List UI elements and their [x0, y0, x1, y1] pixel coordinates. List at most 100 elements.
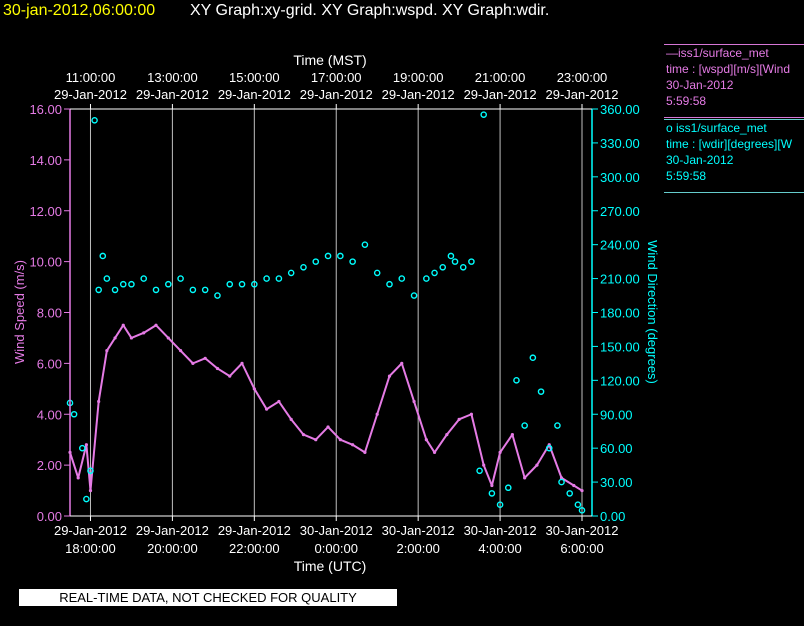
wdir-point-17	[201, 286, 209, 294]
wdir-point-55	[574, 501, 582, 508]
wspd-segment-9	[131, 331, 145, 339]
right-tick-label-5: 150.00	[600, 339, 640, 354]
wspd-point-15	[215, 366, 220, 371]
wspd-segment-4	[89, 401, 100, 491]
wspd-point-5	[105, 349, 109, 353]
bottom-tick-date-5: 30-Jan-2012	[464, 523, 537, 538]
wspd-segment-12	[167, 337, 182, 352]
bottom-tick-time-3: 0:00:00	[315, 541, 358, 556]
bottom-tick-time-0: 18:00:00	[65, 541, 116, 556]
wdir-point-11	[128, 280, 135, 288]
left-tick-label-1: 2.00	[37, 458, 62, 473]
wdir-point-13	[152, 286, 160, 294]
wspd-point-34	[445, 433, 449, 437]
left-tick-label-3: 6.00	[37, 356, 62, 371]
wspd-segment-5	[97, 350, 108, 402]
bottom-tick-date-0: 29-Jan-2012	[54, 523, 127, 538]
legend-wdir: o iss1/surface_met time : [wdir][degrees…	[664, 119, 804, 193]
left-tick-label-4: 8.00	[37, 306, 62, 321]
wdir-point-46	[504, 484, 512, 492]
wspd-segment-31	[400, 363, 416, 402]
wspd-point-1	[76, 476, 80, 480]
wspd-point-22	[301, 433, 306, 437]
wdir-point-28	[337, 252, 344, 260]
header-datetime: 30-jan-2012,06:00:00	[3, 2, 156, 19]
wspd-segment-3	[85, 444, 92, 491]
wspd-segment-17	[229, 362, 243, 377]
wspd-segment-35	[446, 418, 460, 436]
wspd-point-4	[97, 399, 101, 404]
wspd-segment-11	[155, 324, 170, 339]
wdir-point-14	[165, 280, 172, 288]
wspd-point-16	[228, 374, 232, 378]
wspd-point-36	[469, 412, 474, 416]
wdir-point-2	[78, 444, 86, 452]
left-tick-label-5: 10.00	[29, 255, 62, 270]
top-tick-date-4: 29-Jan-2012	[382, 87, 455, 102]
wdir-point-6	[95, 286, 102, 294]
top-tick-time-0: 11:00:00	[66, 70, 116, 85]
top-tick-date-1: 29-Jan-2012	[136, 87, 209, 102]
wdir-point-34	[410, 292, 418, 299]
legend-wdir-line1: o iss1/surface_met	[666, 121, 767, 135]
wdir-point-52	[554, 422, 561, 429]
legend-wspd-line4: 5:59:58	[666, 94, 707, 108]
wspd-point-25	[338, 438, 342, 442]
bottom-axis-title: Time (UTC)	[294, 558, 367, 574]
wdir-point-26	[312, 258, 320, 265]
axes: 0.00 2.00 4.00 6.00 8.00 10.00 12.00 14.00 16.00…	[29, 70, 639, 556]
top-tick-time-4: 19:00:00	[393, 70, 444, 85]
top-axis-title: Time (MST)	[293, 52, 366, 68]
wspd-segment-15	[204, 357, 219, 370]
wspd-point-30	[400, 361, 404, 365]
bottom-tick-date-2: 29-Jan-2012	[218, 523, 291, 538]
wdir-point-39	[451, 258, 459, 265]
wspd-point-23	[314, 438, 318, 442]
bottom-tick-time-4: 2:00:00	[396, 541, 439, 556]
wspd-point-26	[351, 443, 355, 447]
wspd-segment-13	[179, 349, 194, 365]
right-tick-label-7: 210.00	[600, 272, 640, 287]
wdir-point-23	[275, 275, 283, 282]
wdir-point-31	[373, 269, 381, 277]
wspd-segment-46	[573, 484, 583, 492]
bottom-tick-date-3: 30-Jan-2012	[300, 523, 373, 538]
bottom-tick-time-5: 4:00:00	[478, 541, 521, 556]
wspd-point-32	[424, 438, 428, 442]
wdir-point-37	[439, 263, 447, 271]
wspd-segment-10	[143, 324, 157, 334]
wdir-point-4	[87, 467, 94, 475]
wspd-segment-25	[327, 426, 342, 441]
wdir-point-19	[226, 280, 234, 288]
wspd-point-14	[203, 356, 207, 360]
wdir-point-12	[140, 275, 148, 282]
left-tick-label-2: 4.00	[37, 407, 62, 422]
legend-wdir-line2: time : [wdir][degrees][W	[666, 137, 793, 151]
top-tick-date-2: 29-Jan-2012	[218, 87, 291, 102]
legend-wdir-line3: 30-Jan-2012	[666, 153, 734, 167]
wdir-point-29	[349, 258, 356, 265]
wdir-point-7	[99, 252, 107, 260]
left-tick-label-6: 12.00	[29, 204, 62, 219]
wspd-point-8	[129, 336, 134, 340]
wspd-point-35	[457, 417, 461, 421]
wdir-point-47	[513, 377, 520, 384]
wspd-point-10	[154, 323, 158, 327]
wspd-point-38	[490, 483, 494, 488]
wspd-point-37	[482, 463, 486, 467]
legend-wdir-line4: 5:59:58	[666, 169, 707, 183]
wspd-point-9	[142, 331, 146, 335]
legend-wspd-line3: 30-Jan-2012	[666, 78, 734, 92]
wdir-point-38	[447, 252, 455, 260]
wdir-point-48	[521, 422, 528, 429]
wdir-point-50	[537, 388, 545, 395]
wspd-point-31	[412, 399, 416, 404]
wspd-segment-34	[433, 434, 448, 453]
wspd-segment-36	[458, 413, 472, 421]
wdir-point-15	[177, 275, 184, 282]
wspd-point-24	[326, 425, 330, 429]
wdir-point-3	[83, 495, 90, 503]
bottom-tick-date-1: 29-Jan-2012	[136, 523, 209, 538]
wdir-point-10	[119, 280, 127, 288]
wdir-point-1	[70, 410, 78, 418]
